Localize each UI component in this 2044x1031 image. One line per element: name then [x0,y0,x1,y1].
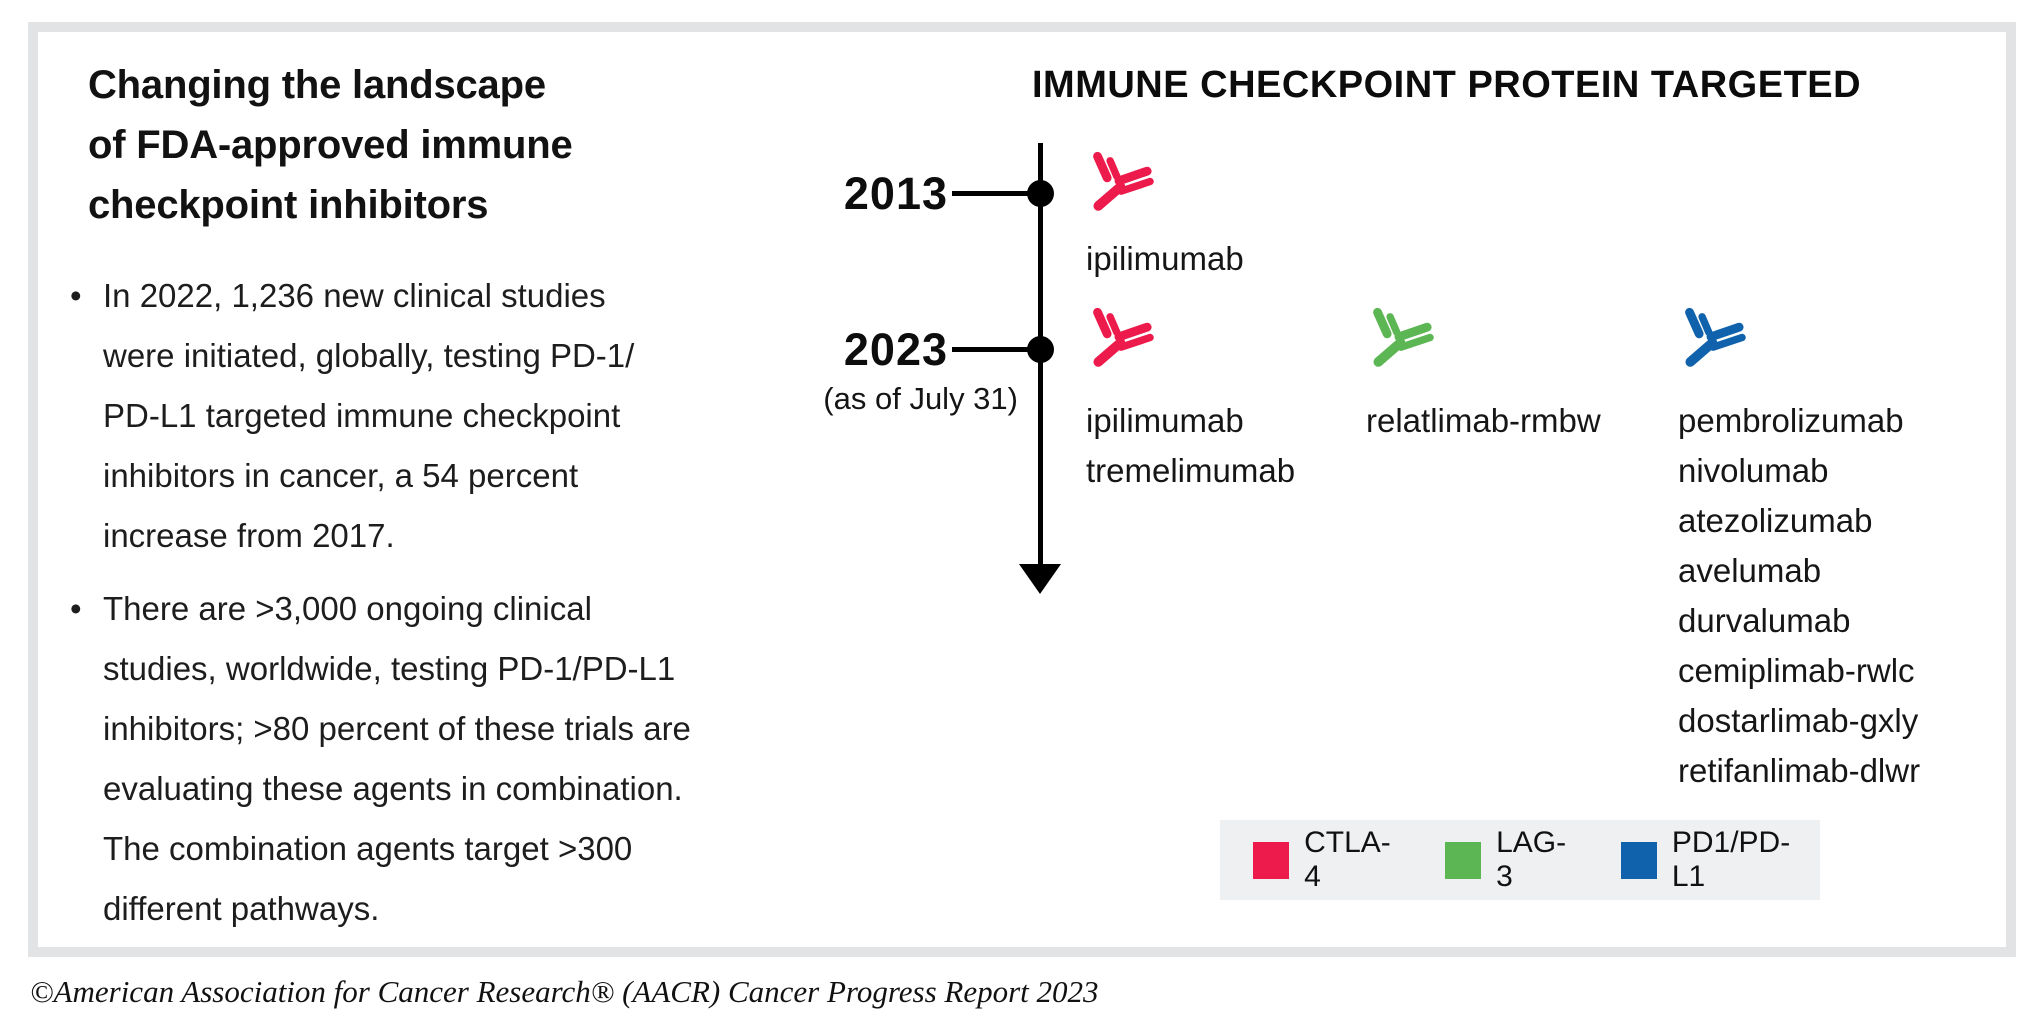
timeline-header: IMMUNE CHECKPOINT PROTEIN TARGETED [1032,64,1862,106]
drug-name: nivolumab [1678,452,1829,489]
legend-label-ctla4: CTLA-4 [1304,826,1391,893]
drug-list-2023-ctla4: ipilimumab tremelimumab [1086,396,1295,496]
legend-swatch-pd1 [1620,841,1657,879]
drug-name: cemiplimab-rwlc [1678,652,1915,689]
drug-list-2023-lag3: relatlimab-rmbw [1366,396,1601,446]
copyright-credit: ©American Association for Cancer Researc… [30,974,1099,1009]
drug-name: pembrolizumab [1678,402,1904,439]
drug-name: ipilimumab [1086,240,1244,277]
antibody-icon-lag3-2023 [1362,302,1436,376]
drug-name: relatlimab-rmbw [1366,402,1601,439]
timeline-tick-2023 [952,347,1040,352]
antibody-icon-ctla4-2023 [1082,302,1156,376]
drug-name: ipilimumab [1086,402,1244,439]
drug-name: durvalumab [1678,602,1851,639]
timeline-node-2013 [1027,180,1054,207]
year-label-2013: 2013 [843,168,948,219]
antibody-icon-pd1-2023 [1674,302,1748,376]
drug-name: tremelimumab [1086,452,1296,489]
bullet-1-line-2: were initiated, globally, testing PD-1/ [103,337,635,374]
bullet-2-line-5: The combination agents target >300 [103,830,633,867]
bullet-item-1: • In 2022, 1,236 new clinical studies we… [70,266,910,566]
drug-name: retifanlimab-dlwr [1678,752,1921,789]
drug-list-2013-ctla4: ipilimumab [1086,234,1244,284]
bullet-2-line-1: There are >3,000 ongoing clinical [103,590,592,627]
infographic-border-frame [28,22,2016,957]
year-label-2023: 2023 [843,324,948,375]
legend-label-lag3: LAG-3 [1496,826,1567,893]
drug-list-2023-pd1: pembrolizumab nivolumab atezolizumab ave… [1678,396,1920,796]
timeline-arrowhead-icon [1019,564,1061,594]
bullet-2-line-2: studies, worldwide, testing PD-1/PD-L1 [103,650,676,687]
antibody-icon-ctla4-2013 [1082,146,1156,220]
bullet-marker: • [70,590,82,627]
title-line-3: checkpoint inhibitors [88,183,489,227]
bullet-2-line-4: evaluating these agents in combination. [103,770,683,807]
legend-swatch-lag3 [1444,841,1482,879]
legend-item-ctla4: CTLA-4 [1253,826,1405,894]
bullet-1-line-1: In 2022, 1,236 new clinical studies [103,277,606,314]
timeline-node-2023 [1027,336,1054,363]
bullet-1-line-4: inhibitors in cancer, a 54 percent [103,457,579,494]
legend-swatch-ctla4 [1253,841,1290,879]
bullet-2-line-6: different pathways. [103,890,380,927]
bullet-marker: • [70,277,82,314]
legend-label-pd1: PD1/PD-L1 [1671,826,1791,893]
legend: CTLA-4 LAG-3 PD1/PD-L1 [1220,820,1820,900]
infographic-title: Changing the landscape of FDA-approved i… [88,55,573,235]
bullet-item-2: • There are >3,000 ongoing clinical stud… [70,579,910,939]
drug-name: avelumab [1678,552,1822,589]
bullet-1-line-3: PD-L1 targeted immune checkpoint [103,397,621,434]
bullet-2-line-3: inhibitors; >80 percent of these trials … [103,710,691,747]
drug-name: atezolizumab [1678,502,1873,539]
year-2023-note: (as of July 31) [823,381,1018,416]
legend-item-lag3: LAG-3 [1444,826,1581,894]
legend-item-pd1: PD1/PD-L1 [1620,826,1820,894]
bullet-1-line-5: increase from 2017. [103,517,395,554]
bullet-2-text: There are >3,000 ongoing clinical studie… [103,579,691,939]
timeline-tick-2013 [952,191,1040,196]
title-line-2: of FDA-approved immune [88,123,573,167]
drug-name: dostarlimab-gxly [1678,702,1919,739]
title-line-1: Changing the landscape [88,63,546,107]
bullet-1-text: In 2022, 1,236 new clinical studies were… [103,266,634,566]
